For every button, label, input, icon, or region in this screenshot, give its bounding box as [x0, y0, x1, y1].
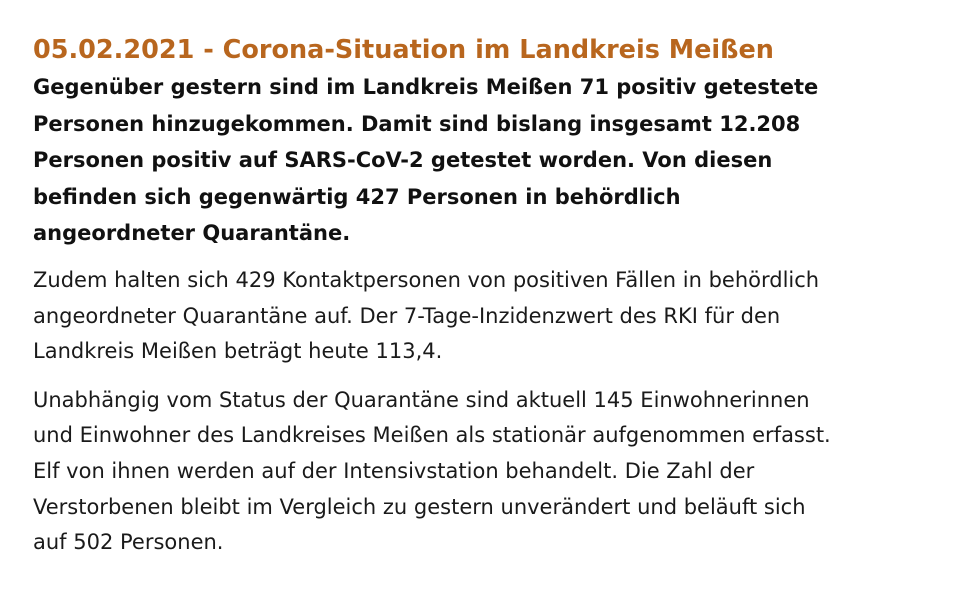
paragraph-line: Verstorbenen bleibt im Vergleich zu gest… [33, 494, 806, 519]
paragraph-line: angeordneter Quarantäne auf. Der 7-Tage-… [33, 303, 781, 328]
paragraph-line: auf 502 Personen. [33, 530, 224, 555]
paragraph-line: Elf von ihnen werden auf der Intensivsta… [33, 458, 755, 483]
lead-line: Gegenüber gestern sind im Landkreis Meiß… [33, 75, 819, 99]
article-title: 05.02.2021 - Corona-Situation im Landkre… [33, 35, 774, 65]
news-article: 05.02.2021 - Corona-Situation im Landkre… [33, 31, 953, 561]
paragraph-line: Landkreis Meißen beträgt heute 113,4. [33, 339, 443, 364]
article-paragraph-2: Unabhängig vom Status der Quarantäne sin… [33, 383, 953, 561]
paragraph-line: Zudem halten sich 429 Kontaktpersonen vo… [33, 267, 820, 292]
article-paragraph-1: Zudem halten sich 429 Kontaktpersonen vo… [33, 263, 953, 370]
lead-line: befinden sich gegenwärtig 427 Personen i… [33, 184, 681, 209]
paragraph-line: Unabhängig vom Status der Quarantäne sin… [33, 387, 810, 412]
lead-line: Personen positiv auf SARS-CoV-2 getestet… [33, 148, 773, 173]
lead-line: Personen hinzugekommen. Damit sind bisla… [33, 111, 801, 136]
lead-line: angeordneter Quarantäne. [33, 221, 351, 246]
article-lead: Gegenüber gestern sind im Landkreis Meiß… [33, 69, 953, 252]
paragraph-line: und Einwohner des Landkreises Meißen als… [33, 423, 831, 448]
